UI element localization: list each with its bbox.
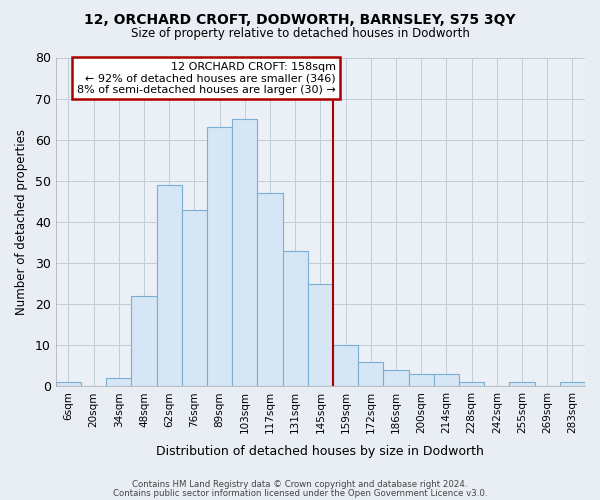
Bar <box>560 382 585 386</box>
Bar <box>182 210 207 386</box>
Bar <box>434 374 459 386</box>
Bar <box>459 382 484 386</box>
Bar <box>308 284 333 387</box>
Text: 12 ORCHARD CROFT: 158sqm
← 92% of detached houses are smaller (346)
8% of semi-d: 12 ORCHARD CROFT: 158sqm ← 92% of detach… <box>77 62 335 95</box>
Bar <box>333 346 358 387</box>
Bar <box>56 382 81 386</box>
Text: Contains public sector information licensed under the Open Government Licence v3: Contains public sector information licen… <box>113 488 487 498</box>
Bar <box>509 382 535 386</box>
X-axis label: Distribution of detached houses by size in Dodworth: Distribution of detached houses by size … <box>157 444 484 458</box>
Text: 12, ORCHARD CROFT, DODWORTH, BARNSLEY, S75 3QY: 12, ORCHARD CROFT, DODWORTH, BARNSLEY, S… <box>84 12 516 26</box>
Bar <box>207 128 232 386</box>
Bar <box>131 296 157 386</box>
Bar <box>383 370 409 386</box>
Bar <box>157 185 182 386</box>
Bar <box>106 378 131 386</box>
Y-axis label: Number of detached properties: Number of detached properties <box>15 129 28 315</box>
Text: Size of property relative to detached houses in Dodworth: Size of property relative to detached ho… <box>131 28 469 40</box>
Bar <box>358 362 383 386</box>
Bar <box>257 193 283 386</box>
Bar <box>283 250 308 386</box>
Text: Contains HM Land Registry data © Crown copyright and database right 2024.: Contains HM Land Registry data © Crown c… <box>132 480 468 489</box>
Bar <box>232 119 257 386</box>
Bar <box>409 374 434 386</box>
